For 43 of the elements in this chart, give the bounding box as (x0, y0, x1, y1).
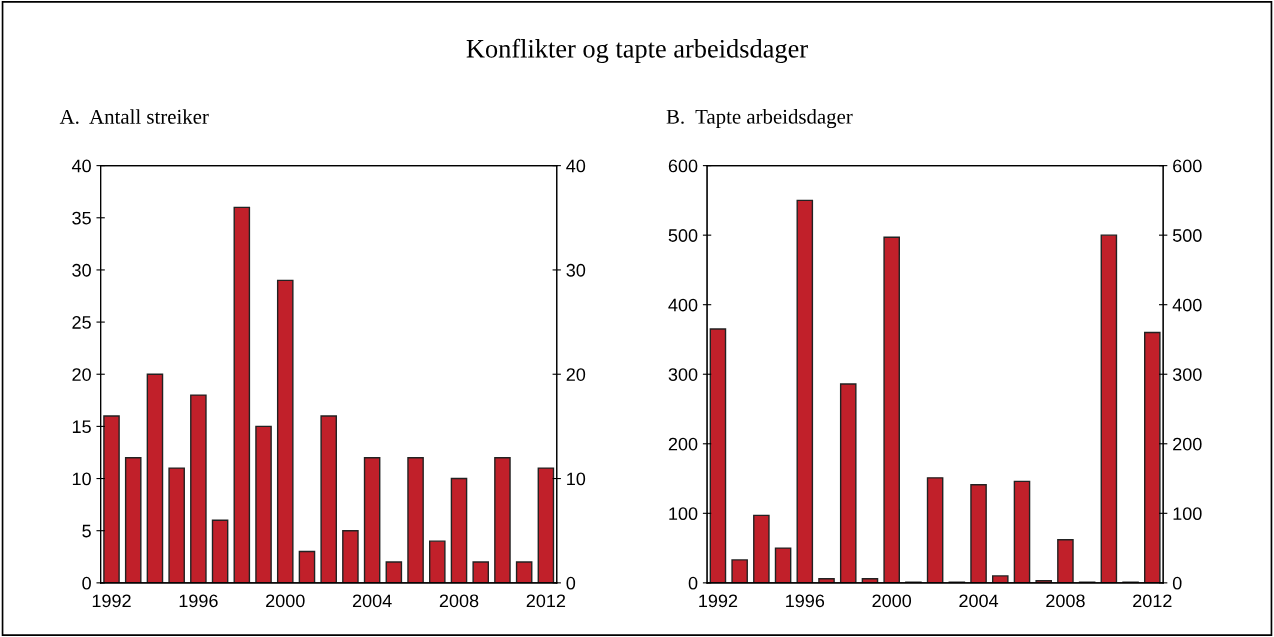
y-tick-label: 600 (668, 159, 698, 173)
y-tick-label: 300 (668, 368, 698, 381)
y-tick-label: 20 (72, 368, 91, 381)
y-tick-label: 35 (72, 211, 91, 225)
x-tick-label: 1992 (92, 594, 131, 608)
y-tick-label: 200 (668, 437, 698, 451)
y2-tick-label: 20 (566, 368, 586, 381)
x-tick-label: 2008 (439, 594, 479, 608)
y-tick-label: 500 (668, 229, 698, 242)
x-tick-label: 1996 (179, 594, 218, 608)
y2-tick-label: 600 (1173, 159, 1202, 173)
y-tick-label: 25 (72, 316, 91, 329)
x-tick-label: 1996 (786, 594, 825, 608)
y-tick-label: 40 (71, 159, 91, 173)
x-tick-label: 2012 (1133, 594, 1172, 608)
x-tick-label: 2004 (352, 594, 392, 608)
y2-tick-label: 0 (566, 576, 576, 590)
y2-tick-label: 10 (567, 472, 586, 486)
y2-tick-label: 40 (566, 159, 586, 173)
x-tick-label: 2008 (1046, 594, 1085, 608)
y2-tick-label: 300 (1172, 368, 1202, 381)
y2-tick-label: 0 (1172, 576, 1182, 590)
text: Konflikter og tapte arbeidsdager (466, 38, 808, 64)
x-tick-label: 2000 (872, 594, 912, 608)
x-tick-label: 1992 (699, 594, 738, 608)
chart-title: B. Tapte arbeidsdager (666, 109, 853, 129)
y-tick-label: 5 (82, 524, 91, 538)
chart-title: A. Antall streiker (59, 109, 209, 124)
y-tick-label: 400 (668, 298, 698, 312)
y2-tick-label: 500 (1172, 229, 1202, 242)
y-tick-label: 0 (82, 576, 91, 590)
y-tick-label: 10 (72, 472, 91, 486)
y-tick-label: 15 (72, 420, 91, 434)
y-tick-label: 100 (669, 507, 698, 521)
y2-tick-label: 100 (1173, 507, 1202, 521)
y-tick-label: 30 (72, 263, 91, 277)
y2-tick-label: 30 (566, 263, 586, 277)
y2-tick-label: 400 (1172, 298, 1202, 312)
x-tick-label: 2004 (959, 594, 999, 608)
y-tick-label: 0 (688, 576, 698, 590)
x-tick-label: 2000 (266, 594, 305, 608)
y2-tick-label: 200 (1173, 437, 1202, 451)
x-tick-label: 2012 (526, 594, 566, 608)
